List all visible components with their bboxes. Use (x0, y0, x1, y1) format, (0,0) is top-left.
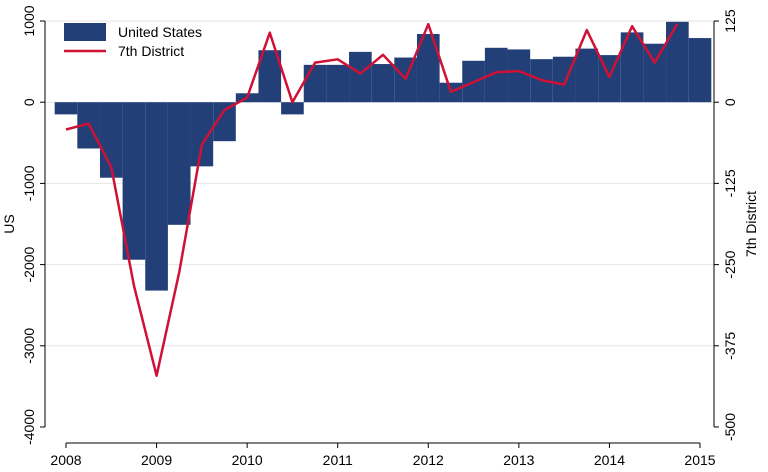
bar (281, 102, 304, 115)
x-tick-label: 2015 (684, 452, 715, 468)
x-tick-label: 2014 (594, 452, 625, 468)
bar (484, 47, 508, 103)
bar (620, 32, 644, 103)
x-tick-label: 2011 (323, 452, 353, 468)
right-tick-label: 0 (722, 98, 738, 106)
x-tick-label: 2013 (503, 452, 534, 468)
bar (167, 102, 191, 225)
x-tick-label: 2008 (50, 452, 81, 468)
left-tick-label: -3000 (21, 328, 37, 364)
bar (688, 38, 712, 103)
right-tick-label: -125 (722, 169, 738, 197)
bar (303, 64, 327, 103)
left-tick-label: -4000 (21, 409, 37, 445)
district-line-path (65, 22, 679, 377)
legend-label-us: United States (118, 24, 202, 40)
bar (575, 48, 599, 103)
right-tick-label: -375 (722, 332, 738, 360)
bar (643, 43, 667, 103)
x-tick-label: 2009 (141, 452, 172, 468)
legend: United States 7th District (64, 23, 202, 59)
bar (507, 49, 531, 103)
legend-swatch-us (64, 23, 106, 41)
bar (190, 102, 214, 167)
bar (213, 102, 236, 142)
left-tick-label: -2000 (21, 246, 37, 282)
x-tick-label: 2012 (413, 452, 444, 468)
left-tick-label: 1000 (21, 5, 37, 36)
left-axis-title: US (1, 214, 17, 233)
right-tick-label: -250 (722, 250, 738, 278)
legend-label-district: 7th District (118, 43, 184, 59)
bar (349, 51, 372, 103)
left-tick-label: -1000 (21, 165, 37, 201)
bar (54, 102, 78, 115)
district-line (65, 22, 679, 377)
right-tick-label: -500 (722, 413, 738, 441)
bar (666, 21, 689, 103)
left-tick-label: 0 (21, 98, 37, 106)
bar (258, 50, 282, 103)
bar (416, 33, 440, 103)
bar (122, 102, 146, 260)
axes: 1000 0 -1000 -2000 -3000 -4000 125 0 -125 -250 -37… (21, 5, 738, 468)
x-tick-label: 2010 (232, 452, 263, 468)
bar (145, 102, 168, 291)
bar (371, 64, 395, 103)
axis-titles: US 7th District (1, 191, 759, 257)
right-axis-title: 7th District (743, 191, 759, 257)
bar (326, 64, 350, 103)
right-tick-label: 125 (722, 9, 738, 33)
